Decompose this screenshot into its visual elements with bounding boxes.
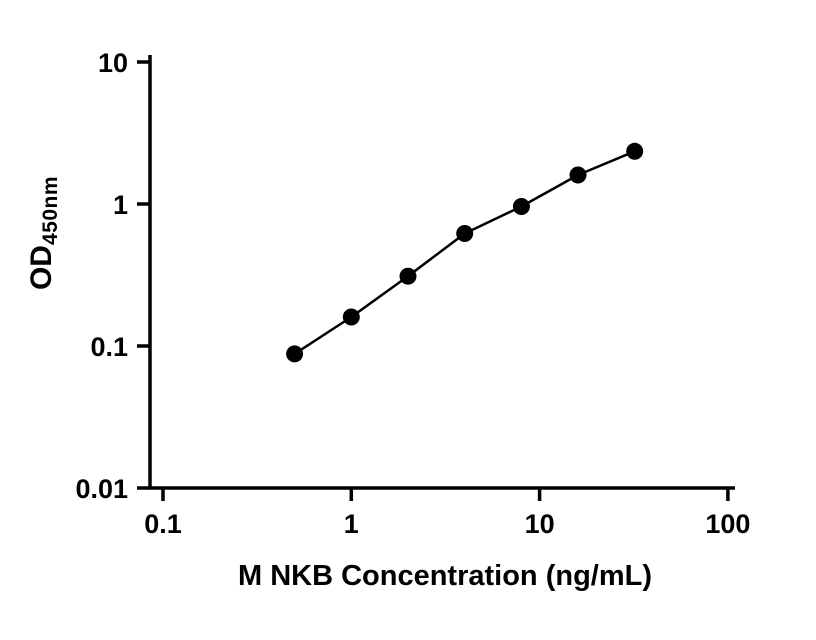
y-axis-label-subscript: 450nm <box>39 175 62 246</box>
x-axis-tick-label: 0.1 <box>144 509 182 539</box>
data-point-marker <box>456 225 474 242</box>
x-axis-tick-label: 100 <box>705 509 750 539</box>
data-point-marker <box>569 166 587 184</box>
standard-curve-line <box>293 150 636 355</box>
y-axis-tick-label: 0.1 <box>90 332 128 362</box>
x-axis-tick-label: 10 <box>525 509 555 539</box>
data-point-marker <box>399 267 417 285</box>
data-point-marker <box>342 308 360 326</box>
data-point-marker <box>626 142 644 160</box>
x-axis-label: M NKB Concentration (ng/mL) <box>237 560 652 592</box>
x-axis-tick-label: 1 <box>344 509 359 539</box>
data-point-marker <box>286 345 304 363</box>
axes-spine <box>148 55 735 490</box>
y-axis-tick-label: 0.01 <box>75 474 128 504</box>
y-axis-label: OD450nm <box>25 175 62 291</box>
y-axis-label-main: OD <box>25 245 58 291</box>
data-point-marker <box>512 198 530 215</box>
y-axis-tick-label: 1 <box>113 190 128 220</box>
y-axis-tick-label: 10 <box>98 48 128 78</box>
